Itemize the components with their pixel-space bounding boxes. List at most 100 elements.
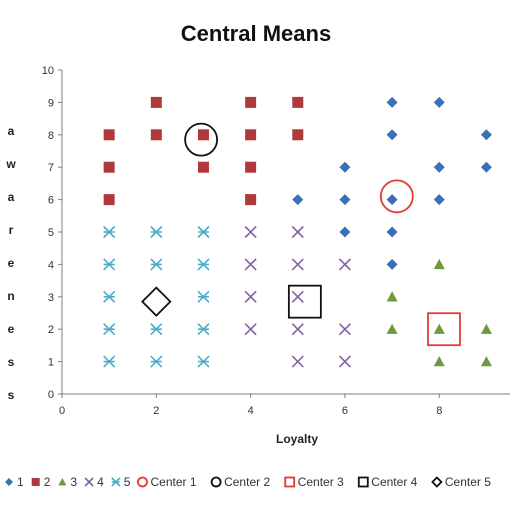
y-tick-label: 2 — [48, 324, 54, 336]
y-axis-title-letter: s — [8, 355, 15, 369]
data-point — [433, 194, 445, 206]
legend-item: 4 — [84, 475, 104, 489]
data-point — [291, 355, 304, 368]
data-point — [245, 129, 257, 141]
chart-title: Central Means — [181, 21, 331, 46]
data-point — [386, 291, 398, 302]
data-point — [244, 225, 257, 239]
legend-label: Center 4 — [371, 475, 417, 489]
y-tick-label: 4 — [48, 259, 54, 271]
data-point — [480, 161, 492, 173]
data-point — [197, 258, 210, 271]
data-point — [291, 225, 304, 239]
data-point — [386, 323, 398, 334]
data-point — [292, 194, 304, 206]
legend-item: Center 3 — [284, 475, 344, 489]
y-axis-title-letter: e — [8, 322, 15, 336]
legend-marker — [5, 478, 13, 486]
x-tick-label: 6 — [342, 405, 348, 417]
data-point — [197, 355, 210, 368]
data-point — [339, 161, 351, 173]
series-1 — [292, 96, 492, 270]
data-point — [480, 129, 492, 141]
center-4-marker — [287, 284, 322, 319]
y-axis-title-letter: a — [8, 190, 15, 204]
series-3 — [386, 258, 492, 367]
data-point — [480, 356, 492, 367]
legend-label: 4 — [97, 475, 104, 489]
data-point — [433, 258, 445, 270]
legend-marker — [111, 477, 121, 487]
legend-marker — [431, 476, 443, 488]
y-tick-label: 0 — [48, 389, 54, 401]
center-1-marker — [379, 179, 414, 214]
series-5 — [103, 225, 210, 368]
legend-marker — [137, 476, 148, 488]
y-tick-label: 5 — [48, 227, 54, 239]
x-tick-label: 0 — [59, 405, 65, 417]
data-point — [103, 129, 115, 141]
data-point — [197, 290, 210, 303]
data-point — [244, 258, 257, 271]
data-point — [386, 129, 398, 141]
legend-marker — [58, 478, 67, 486]
data-point — [291, 258, 304, 271]
data-point — [386, 258, 398, 270]
y-axis-title-letter: w — [5, 157, 16, 171]
y-axis-title-letter: r — [9, 223, 14, 237]
legend-item: 2 — [31, 475, 51, 489]
data-point — [150, 355, 163, 368]
x-tick-label: 4 — [248, 405, 254, 417]
legend-item: 5 — [111, 475, 131, 489]
data-point — [245, 161, 257, 173]
data-point — [433, 356, 445, 367]
y-tick-label: 1 — [48, 357, 54, 369]
y-axis-title-letter: n — [7, 289, 14, 303]
x-tick-label: 8 — [436, 405, 442, 417]
y-tick-label: 3 — [48, 292, 54, 304]
series-4 — [244, 225, 352, 368]
data-point — [150, 323, 163, 336]
legend-marker — [31, 478, 40, 486]
data-point — [386, 226, 398, 238]
data-point — [197, 129, 209, 141]
legend-item: Center 1 — [137, 475, 197, 489]
data-point — [292, 129, 304, 141]
data-point — [150, 258, 163, 271]
legend-item: Center 5 — [431, 475, 491, 489]
data-point — [197, 161, 209, 173]
data-point — [433, 96, 445, 108]
x-axis-title: Loyalty — [276, 432, 318, 446]
data-point — [103, 258, 116, 271]
data-point — [150, 225, 163, 239]
legend-label: 1 — [17, 475, 24, 489]
legend-item: Center 4 — [357, 475, 418, 489]
data-point — [339, 194, 351, 206]
legend-item: 3 — [58, 475, 77, 489]
data-point — [150, 129, 162, 141]
y-tick-label: 6 — [48, 195, 54, 207]
data-point — [103, 194, 115, 206]
data-point — [339, 226, 351, 238]
legend-label: Center 3 — [298, 475, 344, 489]
legend-label: 2 — [44, 475, 51, 489]
legend-marker — [284, 476, 296, 488]
legend-label: Center 2 — [224, 475, 270, 489]
y-tick-label: 7 — [48, 162, 54, 174]
y-axis-title-letter: s — [8, 388, 15, 402]
data-point — [245, 194, 257, 206]
center-3-marker — [427, 312, 461, 347]
legend-marker — [357, 476, 369, 488]
data-point — [197, 323, 210, 336]
data-point — [103, 323, 116, 336]
data-point — [244, 323, 257, 336]
data-point — [197, 225, 210, 239]
data-point — [386, 194, 398, 206]
legend-label: 3 — [70, 475, 77, 489]
center-2-marker — [184, 122, 219, 157]
y-tick-label: 8 — [48, 130, 54, 142]
legend-label: Center 5 — [445, 475, 491, 489]
legend-label: 5 — [124, 475, 131, 489]
legend-label: Center 1 — [151, 475, 197, 489]
